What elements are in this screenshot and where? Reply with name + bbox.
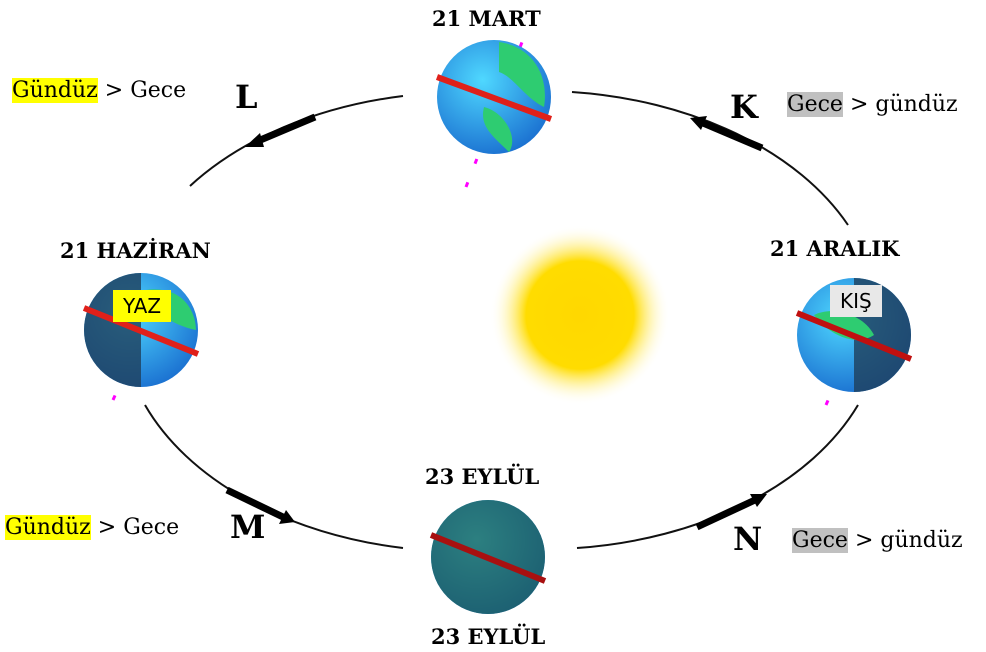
date-label: 21 HAZİRAN (60, 238, 211, 263)
comparison: Gündüz > Gece (5, 515, 179, 540)
globes (82, 36, 913, 614)
comparison-text: > Gece (104, 78, 187, 103)
highlight: Gece (787, 92, 843, 117)
date-label: 21 MART (432, 6, 541, 31)
letter: K (730, 88, 758, 126)
date-label: 23 EYLÜL (431, 624, 546, 649)
comparison: Gündüz > Gece (12, 78, 186, 103)
highlight: Gece (792, 528, 848, 553)
comparison: Gece > gündüz (787, 92, 958, 117)
comparison-text: > Gece (97, 515, 180, 540)
highlight: Gündüz (12, 78, 98, 103)
letter: L (235, 78, 258, 116)
season-label: KIŞ (830, 285, 882, 317)
date-label: 23 EYLÜL (425, 464, 540, 489)
date-label: 21 ARALIK (770, 236, 900, 261)
letter: N (733, 520, 763, 558)
highlight: Gündüz (5, 515, 91, 540)
comparison: Gece > gündüz (792, 528, 963, 553)
comparison-text: > gündüz (849, 92, 958, 117)
season-label: YAZ (113, 290, 172, 322)
sun (490, 225, 670, 405)
arrows (225, 113, 767, 531)
letter: M (230, 508, 266, 546)
comparison-text: > gündüz (854, 528, 963, 553)
